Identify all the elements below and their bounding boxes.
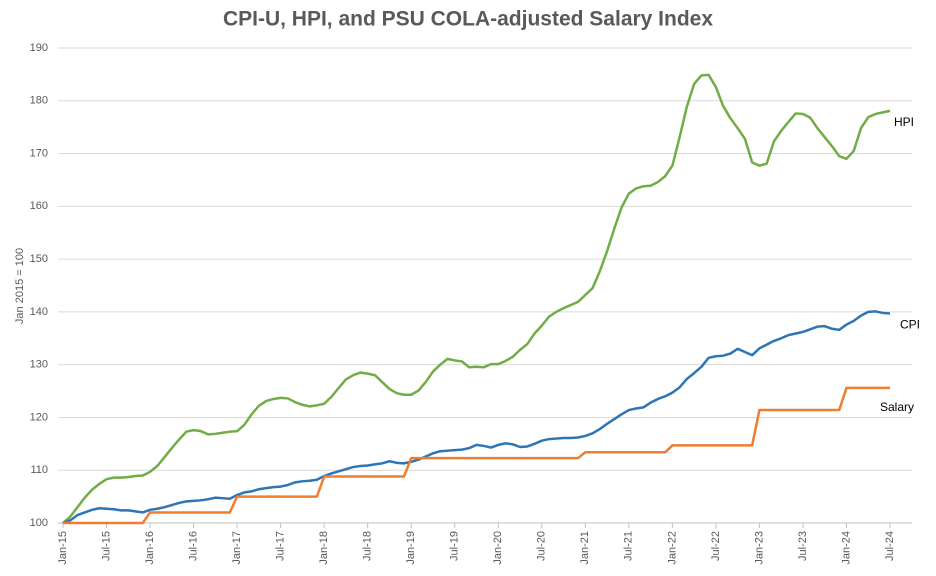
y-tick-label: 120 bbox=[30, 411, 48, 423]
series-label: CPI bbox=[900, 318, 920, 332]
y-tick-label: 100 bbox=[30, 517, 48, 529]
y-tick-label: 170 bbox=[30, 147, 48, 159]
x-tick-label: Jul-23 bbox=[797, 531, 809, 561]
x-tick-label: Jan-20 bbox=[492, 531, 504, 565]
series-label: Salary bbox=[880, 400, 914, 414]
x-tick-label: Jul-24 bbox=[884, 531, 896, 561]
x-tick-label: Jul-18 bbox=[362, 531, 374, 561]
x-tick-label: Jul-15 bbox=[100, 531, 112, 561]
y-tick-label: 190 bbox=[30, 42, 48, 54]
y-tick-label: 130 bbox=[30, 359, 48, 371]
x-tick-label: Jul-19 bbox=[449, 531, 461, 561]
y-tick-label: 180 bbox=[30, 95, 48, 107]
chart-title: CPI-U, HPI, and PSU COLA-adjusted Salary… bbox=[223, 8, 713, 31]
x-tick-label: Jan-15 bbox=[57, 531, 69, 565]
x-tick-label: Jan-16 bbox=[144, 531, 156, 565]
x-tick-label: Jul-16 bbox=[187, 531, 199, 561]
x-tick-label: Jan-19 bbox=[405, 531, 417, 565]
y-tick-label: 110 bbox=[30, 464, 48, 476]
line-2 bbox=[63, 386, 890, 525]
x-tick-label: Jan-23 bbox=[753, 531, 765, 565]
x-tick-label: Jan-22 bbox=[666, 531, 678, 565]
y-axis-label: Jan 2015 = 100 bbox=[14, 248, 26, 324]
x-tick-label: Jul-20 bbox=[536, 531, 548, 561]
x-tick-label: Jul-22 bbox=[710, 531, 722, 561]
x-tick-label: Jul-21 bbox=[623, 531, 635, 561]
y-tick-label: 150 bbox=[30, 253, 48, 265]
y-tick-label: 160 bbox=[30, 200, 48, 212]
y-tick-label: 140 bbox=[30, 306, 48, 318]
x-tick-label: Jan-18 bbox=[318, 531, 330, 565]
series-label: HPI bbox=[894, 115, 914, 129]
line-1 bbox=[62, 310, 891, 525]
x-tick-label: Jan-24 bbox=[840, 531, 852, 565]
x-tick-label: Jan-17 bbox=[231, 531, 243, 565]
x-tick-label: Jul-17 bbox=[275, 531, 287, 561]
line-0 bbox=[62, 73, 891, 524]
x-tick-label: Jan-21 bbox=[579, 531, 591, 565]
